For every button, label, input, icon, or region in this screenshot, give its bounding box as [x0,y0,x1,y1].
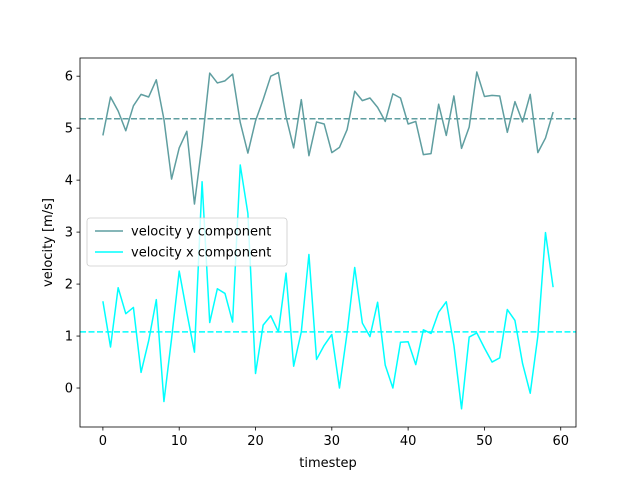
series-line-2 [102,164,554,410]
y-axis-label: velocity [m/s] [41,198,56,287]
y-tick-label: 1 [65,330,73,345]
x-axis-label: timestep [299,456,357,471]
legend-label-2: velocity x component [131,246,271,261]
x-tick-label: 30 [324,434,341,449]
x-tick-label: 60 [552,434,569,449]
y-tick-label: 3 [65,226,73,241]
axes-layer: 0 10 20 30 40 50 60 0 1 2 3 4 5 6 [65,57,577,449]
legend-label-1: velocity y component [131,225,271,240]
series-line-1 [102,71,554,205]
legend: velocity y component velocity x component [86,217,288,267]
x-tick-label: 50 [476,434,493,449]
y-tick-label: 6 [65,70,73,85]
legend-box [86,217,288,267]
y-tick-label: 4 [65,174,73,189]
plot-frame [79,57,577,428]
x-tick-label: 20 [247,434,264,449]
plot-area [80,71,576,410]
x-tick-label: 40 [400,434,417,449]
y-tick-label: 2 [65,278,73,293]
y-tick-label: 5 [65,122,73,137]
plot-layer [80,71,576,410]
x-tick-label: 0 [99,434,107,449]
x-tick-label: 10 [171,434,188,449]
y-tick-label: 0 [65,382,73,397]
